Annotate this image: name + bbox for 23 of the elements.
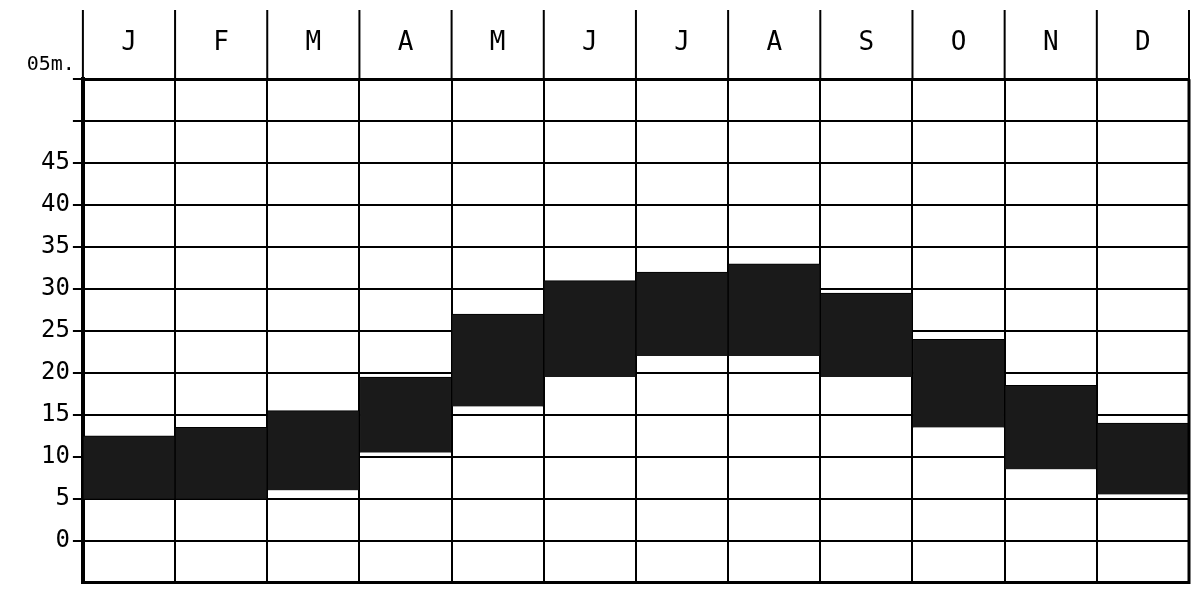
x-tick-label: O [950, 26, 967, 57]
y-tick-label: 5 [55, 482, 70, 511]
x-tick-label: M [305, 26, 322, 57]
x-tick-label: F [213, 26, 229, 57]
y-tick-label: 30 [40, 273, 70, 302]
x-tick-label: A [766, 26, 783, 57]
x-tick-label: M [489, 26, 506, 57]
y-tick-label: 15 [40, 399, 70, 428]
x-tick-label: S [858, 26, 875, 57]
y-tick-label: 20 [40, 357, 70, 386]
y-tick-label: 45 [40, 147, 70, 176]
y-tick-label: 0 [55, 524, 70, 553]
x-tick-label: A [397, 26, 414, 57]
y-axis-title: 05m. [26, 51, 75, 76]
y-tick-label: 35 [40, 231, 70, 260]
x-tick-label: J [121, 26, 137, 57]
x-tick-label: J [582, 26, 598, 57]
y-tick-label: 10 [40, 440, 70, 469]
x-tick-label: D [1135, 26, 1151, 57]
y-tick-label: 40 [40, 189, 70, 218]
x-tick-label: J [674, 26, 690, 57]
y-tick-label: 25 [40, 315, 70, 344]
x-tick-label: N [1042, 26, 1059, 57]
